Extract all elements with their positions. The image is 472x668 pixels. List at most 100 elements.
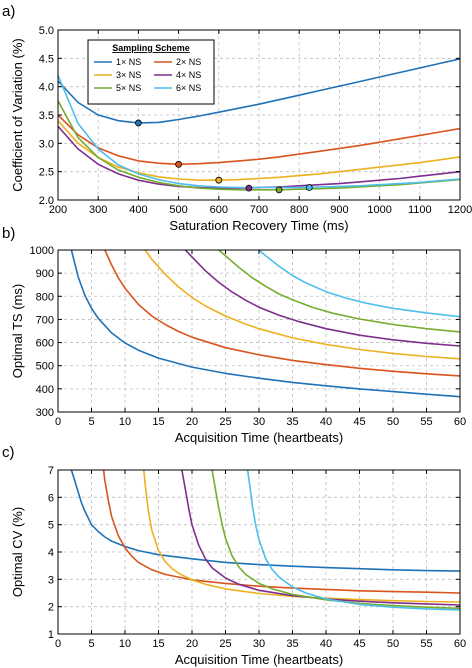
series-line xyxy=(258,250,460,318)
x-tick-label: 60 xyxy=(454,638,466,650)
y-tick-label: 3 xyxy=(48,574,54,586)
x-tick-label: 20 xyxy=(186,416,198,428)
legend-entry: 1× NS xyxy=(116,57,141,67)
series-group xyxy=(70,470,460,611)
y-tick-label: 600 xyxy=(36,338,54,350)
legend-entry: 3× NS xyxy=(116,70,141,80)
minimum-marker xyxy=(275,186,283,194)
series-line xyxy=(102,470,460,594)
series-line xyxy=(144,250,460,360)
y-tick-label: 900 xyxy=(36,268,54,280)
minimum-marker xyxy=(215,176,223,184)
y-tick-label: 4 xyxy=(48,547,54,559)
panel-b: 0 5 10 15 20 25 30 35 40 45 50 55 60 300 400 500 600 700 8… xyxy=(2,225,466,445)
y-tick-label: 4.0 xyxy=(39,82,54,94)
y-tick-label: 3.0 xyxy=(39,138,54,150)
x-tick-label: 20 xyxy=(186,638,198,650)
panel-c: 0 5 10 15 20 25 30 35 40 45 50 55 601234567Acquisiti… xyxy=(2,444,466,667)
panel-letter: a) xyxy=(2,3,15,20)
series-line xyxy=(58,74,460,189)
legend-entry: 2× NS xyxy=(176,57,201,67)
x-tick-label: 900 xyxy=(330,204,348,216)
minimum-marker xyxy=(305,184,313,191)
x-tick-label: 1100 xyxy=(408,204,432,216)
x-axis-label: Acquisition Time (heartbeats) xyxy=(175,430,343,445)
minimum-marker xyxy=(175,160,183,168)
x-tick-label: 30 xyxy=(253,638,265,650)
y-tick-label: 400 xyxy=(36,384,54,396)
legend-title: Sampling Scheme xyxy=(112,43,190,53)
y-tick-label: 3.5 xyxy=(39,110,54,122)
x-tick-label: 40 xyxy=(320,638,332,650)
y-tick-label: 4.5 xyxy=(39,53,54,65)
y-tick-label: 1000 xyxy=(30,245,54,257)
x-tick-label: 35 xyxy=(286,638,298,650)
series-line xyxy=(58,114,460,166)
y-tick-label: 2 xyxy=(48,602,54,614)
panel-a: 200 300 400 500 600 700 800 900 1000 1100 1200 2.0 2… xyxy=(2,3,472,233)
y-tick-label: 300 xyxy=(36,407,54,419)
legend-entry: 5× NS xyxy=(116,83,141,93)
x-tick-label: 0 xyxy=(55,638,61,650)
x-tick-label: 200 xyxy=(49,204,67,216)
series-line xyxy=(211,470,460,610)
x-tick-label: 45 xyxy=(353,416,365,428)
y-tick-label: 2.5 xyxy=(39,167,54,179)
series-line xyxy=(58,100,460,191)
x-tick-label: 800 xyxy=(290,204,308,216)
panel-letter: c) xyxy=(2,444,15,461)
minimum-marker xyxy=(245,184,253,192)
y-tick-label: 2.0 xyxy=(39,195,54,207)
y-axis-label: Optimal CV (%) xyxy=(10,507,25,597)
y-tick-label: 800 xyxy=(36,291,54,303)
y-tick-label: 700 xyxy=(36,314,54,326)
y-tick-label: 5.0 xyxy=(39,25,54,37)
series-line xyxy=(58,58,460,124)
x-tick-label: 500 xyxy=(169,204,187,216)
panel-letter: b) xyxy=(2,225,15,242)
y-tick-label: 7 xyxy=(48,465,54,477)
x-tick-label: 45 xyxy=(353,638,365,650)
x-tick-label: 1000 xyxy=(367,204,391,216)
x-axis-label: Saturation Recovery Time (ms) xyxy=(169,218,348,233)
x-tick-label: 10 xyxy=(119,416,131,428)
y-tick-label: 1 xyxy=(48,629,54,641)
series-group xyxy=(58,58,460,191)
series-line xyxy=(70,470,460,572)
x-tick-label: 50 xyxy=(387,638,399,650)
series-line xyxy=(104,250,460,377)
x-tick-label: 50 xyxy=(387,416,399,428)
series-line xyxy=(70,250,460,398)
x-tick-label: 15 xyxy=(152,638,164,650)
x-tick-label: 60 xyxy=(454,416,466,428)
y-tick-label: 6 xyxy=(48,492,54,504)
series-line xyxy=(218,250,460,333)
x-tick-label: 5 xyxy=(88,638,94,650)
minimum-marker xyxy=(134,119,142,127)
x-tick-label: 5 xyxy=(88,416,94,428)
series-line xyxy=(184,250,460,347)
x-tick-label: 40 xyxy=(320,416,332,428)
x-tick-label: 25 xyxy=(219,638,231,650)
y-axis-label: Optimal TS (ms) xyxy=(10,284,25,378)
series-line xyxy=(181,470,460,606)
legend-box xyxy=(87,39,215,105)
x-tick-label: 600 xyxy=(210,204,228,216)
y-tick-label: 5 xyxy=(48,520,54,532)
x-tick-label: 15 xyxy=(152,416,164,428)
series-line xyxy=(143,470,460,603)
x-tick-label: 10 xyxy=(119,638,131,650)
series-line xyxy=(58,120,460,181)
x-tick-label: 35 xyxy=(286,416,298,428)
x-tick-label: 1200 xyxy=(448,204,472,216)
legend: Sampling Scheme 1× NS 2× NS 3× NS 4× NS 5× NS… xyxy=(87,39,215,105)
x-axis-label: Acquisition Time (heartbeats) xyxy=(175,652,343,667)
x-tick-label: 300 xyxy=(89,204,107,216)
legend-entry: 4× NS xyxy=(176,70,201,80)
y-tick-label: 500 xyxy=(36,361,54,373)
series-line xyxy=(246,470,460,611)
x-tick-label: 30 xyxy=(253,416,265,428)
x-tick-label: 700 xyxy=(250,204,268,216)
x-tick-label: 55 xyxy=(420,416,432,428)
